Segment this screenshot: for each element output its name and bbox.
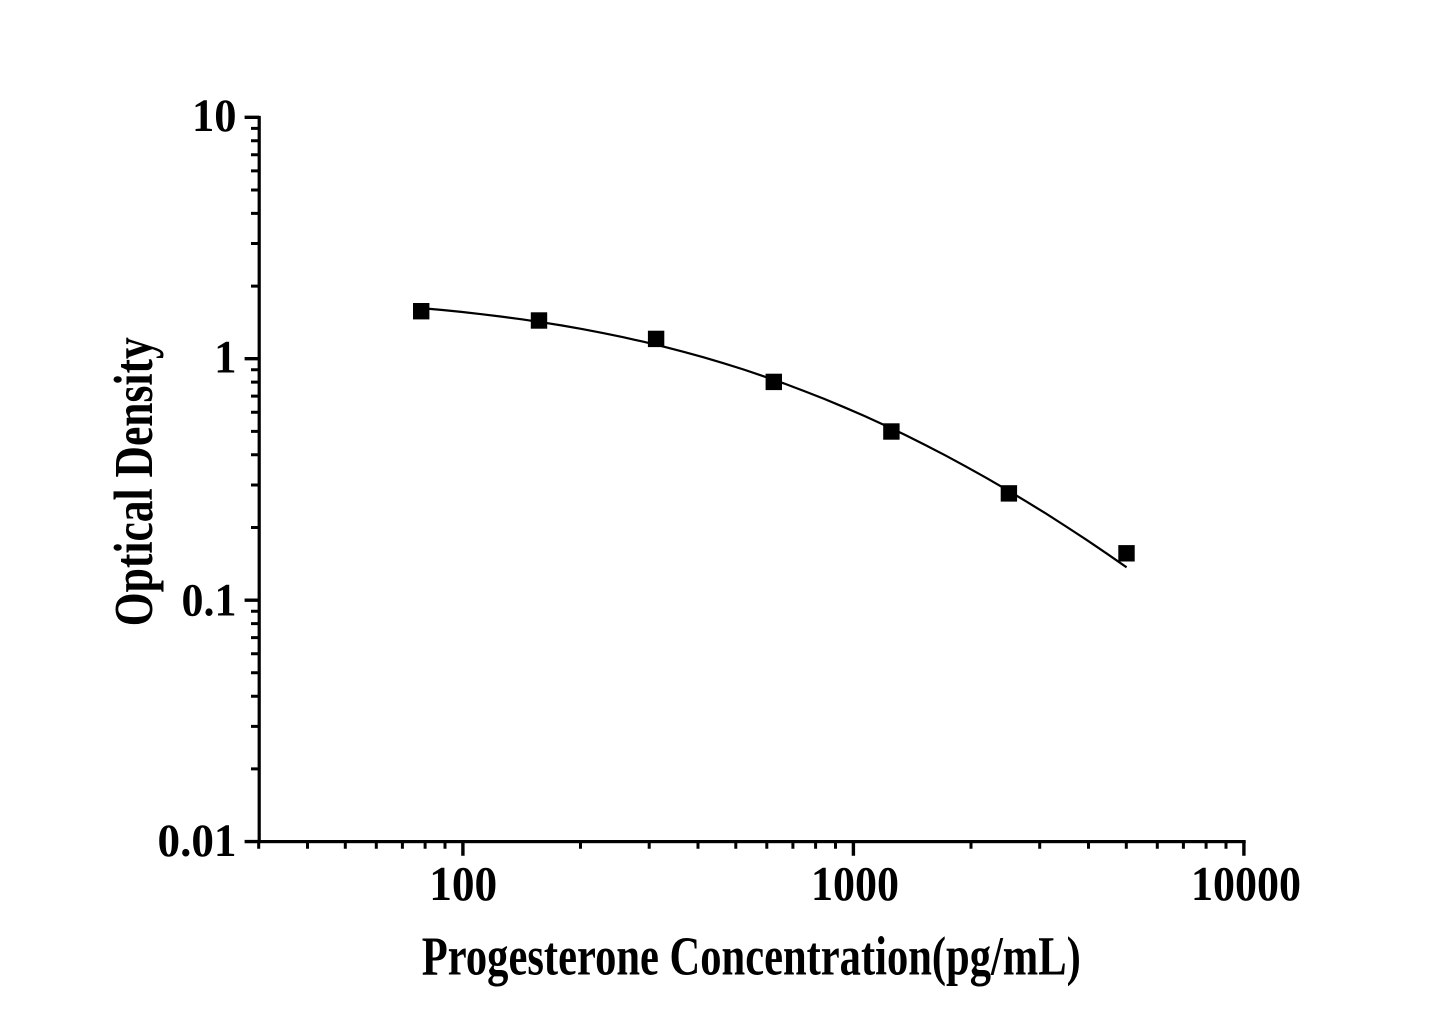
svg-text:0.01: 0.01 (158, 815, 237, 867)
svg-text:1: 1 (214, 332, 236, 384)
svg-text:Optical Density: Optical Density (103, 337, 164, 626)
svg-text:Progesterone Concentration(pg/: Progesterone Concentration(pg/mL) (422, 925, 1081, 986)
svg-text:10000: 10000 (1191, 856, 1301, 911)
svg-text:0.1: 0.1 (182, 574, 237, 626)
svg-text:100: 100 (429, 856, 497, 911)
svg-text:10: 10 (192, 90, 237, 142)
svg-text:1000: 1000 (811, 856, 899, 911)
